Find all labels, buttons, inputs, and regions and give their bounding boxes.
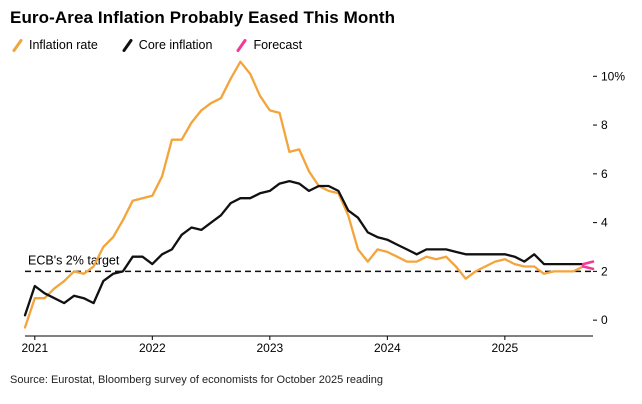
legend-label: Forecast <box>253 38 303 52</box>
x-axis-label: 2025 <box>492 341 519 355</box>
series-forecast-inflation-rate-oct-2025- <box>581 265 595 271</box>
inflation-line-chart: ECB's 2% target 2021 2022 2023 2024 2025 0 2 4 6 8… <box>21 60 625 355</box>
x-axis-label: 2024 <box>374 341 401 355</box>
chart-title: Euro-Area Inflation Probably Eased This … <box>10 8 396 27</box>
ecb-target-label: ECB's 2% target <box>28 253 120 267</box>
series-forecast-core-inflation-oct-2025- <box>581 260 595 266</box>
series-inflation-rate <box>23 60 585 329</box>
legend-marker-icon <box>236 38 247 52</box>
x-axis-label: 2023 <box>256 341 283 355</box>
y-axis-label: 4 <box>601 216 608 230</box>
x-axis-label: 2021 <box>21 341 48 355</box>
y-axis-label: 2 <box>601 264 608 278</box>
series-core-inflation <box>23 179 585 317</box>
legend-item-forecast: Forecast <box>236 38 302 52</box>
source-note: Source: Eurostat, Bloomberg survey of ec… <box>10 374 383 386</box>
chart-legend: Inflation rate Core inflation Forecast <box>12 38 302 52</box>
y-axis-label: 6 <box>601 167 608 181</box>
legend-marker-icon <box>12 38 23 52</box>
legend-item-inflation-rate: Inflation rate <box>12 38 98 52</box>
y-axis-label: 0 <box>601 313 608 327</box>
legend-label: Core inflation <box>138 38 213 52</box>
y-axis-label: 10% <box>601 69 625 83</box>
legend-marker-icon <box>122 38 133 52</box>
x-axis-label: 2022 <box>139 341 166 355</box>
legend-item-core-inflation: Core inflation <box>122 38 213 52</box>
y-axis-label: 8 <box>601 118 608 132</box>
legend-label: Inflation rate <box>29 38 98 52</box>
